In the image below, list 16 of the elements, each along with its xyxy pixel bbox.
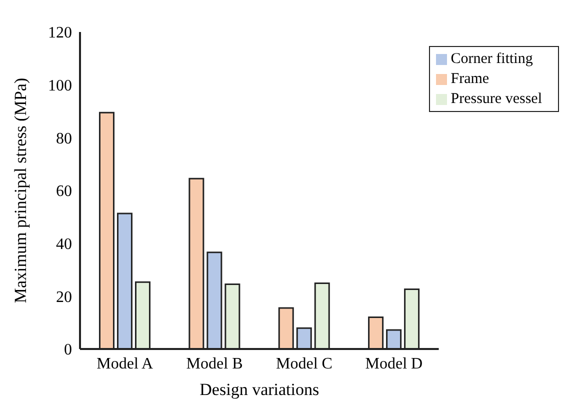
y-tick-label: 100 — [48, 78, 72, 95]
y-tick-label: 0 — [64, 342, 72, 359]
y-tick-label: 60 — [56, 183, 72, 200]
legend-label: Frame — [450, 71, 490, 87]
x-tick-label: Model A — [96, 355, 154, 372]
y-tick-label: 20 — [56, 288, 72, 306]
legend-label: Corner fitting — [450, 51, 533, 67]
x-tick-label: Model D — [365, 355, 423, 372]
y-tick-label: 40 — [56, 236, 72, 254]
x-axis-title: Design variations — [200, 380, 320, 399]
y-tick-label: 120 — [48, 24, 72, 42]
y-axis-title: Maximum principal stress (MPa) — [11, 78, 30, 304]
x-tick-label: Model C — [276, 355, 332, 372]
y-tick-label: 80 — [56, 130, 72, 148]
legend-label: Pressure vessel — [450, 91, 542, 107]
x-tick-label: Model B — [186, 355, 243, 372]
